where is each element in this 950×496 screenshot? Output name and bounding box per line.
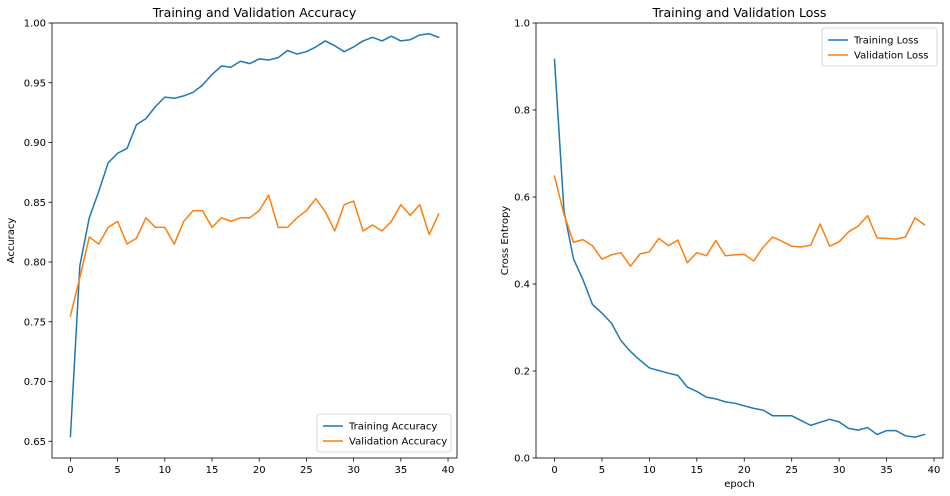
accuracy-y-tick-label-2: 0.75 (24, 317, 46, 328)
loss-y-tick-label-2: 0.4 (514, 280, 530, 291)
accuracy-x-tick-label-7: 35 (394, 465, 407, 476)
loss-x-tick-label-7: 35 (880, 465, 893, 476)
accuracy-x-tick-label-5: 25 (300, 465, 313, 476)
accuracy-chart-title: Training and Validation Accuracy (152, 5, 357, 20)
accuracy-chart: 0 5 10 15 20 25 30 35 40 0.65 0.70 0.75 0.80 0.85 0.90… (6, 5, 458, 476)
loss-y-tick-label-3: 0.6 (514, 193, 530, 204)
accuracy-x-tick-label-4: 20 (253, 465, 266, 476)
accuracy-axes-frame (51, 22, 458, 459)
loss-series-line-1 (553, 175, 926, 267)
accuracy-y-tick-label-1: 0.70 (24, 377, 46, 388)
loss-y-tick-label-5: 1.0 (514, 19, 530, 30)
loss-legend-box (821, 27, 938, 67)
accuracy-x-tick-label-6: 30 (347, 465, 360, 476)
loss-series-line-0 (553, 58, 926, 438)
accuracy-y-tick-label-4: 0.85 (24, 198, 46, 209)
accuracy-series-line-0 (69, 33, 440, 438)
accuracy-legend-label-0: Training Accuracy (348, 422, 437, 433)
loss-legend-label-1: Validation Loss (854, 51, 929, 62)
accuracy-y-tick-label-6: 0.95 (24, 78, 46, 89)
accuracy-legend-box (316, 413, 452, 453)
loss-chart-title: Training and Validation Loss (652, 5, 827, 20)
loss-y-tick-label-0: 0.0 (514, 454, 530, 465)
accuracy-y-tick-label-3: 0.80 (24, 258, 46, 269)
loss-x-tick-label-4: 20 (738, 465, 751, 476)
loss-x-tick-label-0: 0 (551, 465, 557, 476)
accuracy-legend-label-1: Validation Accuracy (349, 437, 447, 448)
loss-x-tick-label-1: 5 (599, 465, 605, 476)
accuracy-y-axis-label: Accuracy (6, 218, 17, 264)
loss-x-axis-label: epoch (724, 479, 754, 490)
loss-x-tick-label-8: 40 (928, 465, 941, 476)
loss-x-tick-label-5: 25 (785, 465, 798, 476)
loss-legend-label-0: Training Loss (853, 36, 919, 47)
loss-axes-frame (535, 22, 944, 459)
accuracy-series-line-1 (69, 194, 440, 317)
loss-legend: Training Loss Validation Loss (821, 27, 938, 67)
accuracy-y-tick-label-5: 0.90 (24, 138, 46, 149)
accuracy-y-tick-label-0: 0.65 (24, 437, 46, 448)
loss-y-tick-label-4: 0.8 (514, 106, 530, 117)
loss-x-tick-label-2: 10 (643, 465, 656, 476)
loss-x-tick-label-6: 30 (833, 465, 846, 476)
accuracy-x-tick-label-3: 15 (206, 465, 219, 476)
accuracy-y-tick-label-7: 1.00 (24, 19, 46, 30)
accuracy-legend: Training Accuracy Validation Accuracy (316, 413, 452, 453)
accuracy-x-tick-label-2: 10 (158, 465, 171, 476)
accuracy-x-tick-label-1: 5 (114, 465, 120, 476)
loss-chart: 0 5 10 15 20 25 30 35 40 0.0 0.2 0.4 0.6 0.8 1.0 Traini… (500, 5, 944, 490)
accuracy-x-tick-label-8: 40 (442, 465, 455, 476)
loss-y-tick-label-1: 0.2 (514, 367, 530, 378)
loss-x-tick-label-3: 15 (690, 465, 703, 476)
accuracy-x-tick-label-0: 0 (67, 465, 73, 476)
loss-y-axis-label: Cross Entropy (500, 206, 511, 276)
